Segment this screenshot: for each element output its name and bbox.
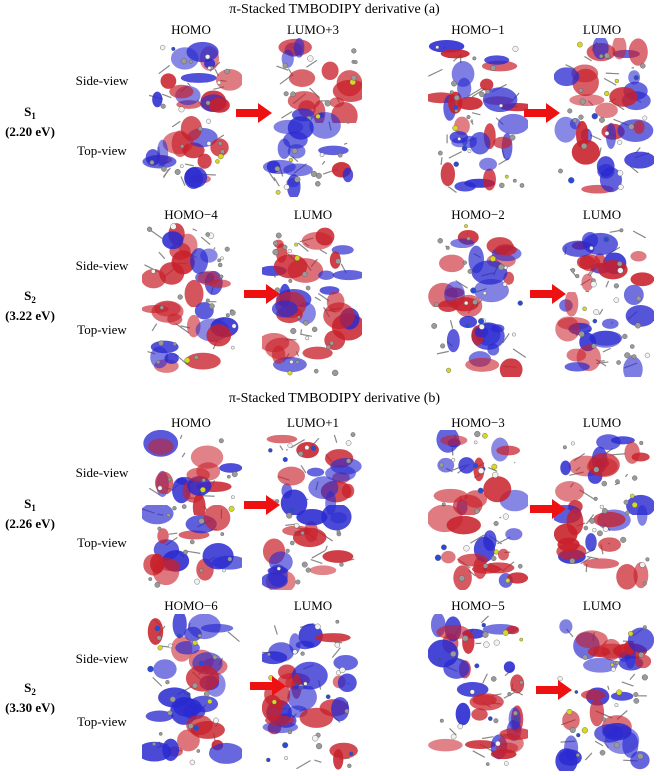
orbital-image — [262, 686, 362, 771]
transition-arrow-icon — [250, 676, 286, 696]
orbital-label-a-s2-3: HOMO−2 — [428, 207, 528, 223]
orbital-image — [428, 505, 528, 590]
state-label-a-s2: S2 (3.22 eV) — [0, 288, 60, 324]
orbital-image — [428, 38, 528, 123]
orbital-image — [554, 430, 654, 515]
orbital-image — [554, 505, 654, 590]
orbital-label-b-s1-1: HOMO — [141, 415, 241, 431]
side-view-label: Side-view — [57, 258, 147, 274]
transition-arrow-icon — [524, 103, 560, 123]
panel-a-title: π-Stacked TMBODIPY derivative (a) — [0, 2, 669, 18]
orbital-label-b-s1-2: LUMO+1 — [263, 415, 363, 431]
orbital-image — [428, 430, 528, 515]
transition-arrow-icon — [236, 103, 272, 123]
orbital-image — [428, 686, 528, 771]
transition-arrow-icon — [536, 680, 572, 700]
orbital-label-b-s2-3: HOMO−5 — [428, 598, 528, 614]
state-label-b-s2: S2 (3.30 eV) — [0, 680, 60, 716]
transition-arrow-icon — [244, 495, 280, 515]
orbital-image — [262, 112, 362, 197]
orbital-image — [428, 112, 528, 197]
orbital-label-a-s1-1: HOMO — [141, 22, 241, 38]
orbital-label-a-s1-4: LUMO — [552, 22, 652, 38]
orbital-label-b-s2-4: LUMO — [552, 598, 652, 614]
side-view-label: Side-view — [57, 651, 147, 667]
orbital-label-a-s1-3: HOMO−1 — [428, 22, 528, 38]
orbital-label-a-s2-1: HOMO−4 — [141, 207, 241, 223]
state-label-b-s1: S1 (2.26 eV) — [0, 496, 60, 532]
orbital-image — [554, 292, 654, 377]
orbital-image — [262, 292, 362, 377]
orbital-image — [554, 38, 654, 123]
transition-arrow-icon — [244, 284, 280, 304]
orbital-label-b-s1-4: LUMO — [552, 415, 652, 431]
orbital-image — [142, 38, 242, 123]
orbital-label-a-s1-2: LUMO+3 — [263, 22, 363, 38]
orbital-image — [428, 292, 528, 377]
orbital-image — [142, 505, 242, 590]
orbital-image — [142, 112, 242, 197]
top-view-label: Top-view — [57, 143, 147, 159]
orbital-label-b-s1-3: HOMO−3 — [428, 415, 528, 431]
orbital-label-a-s2-4: LUMO — [552, 207, 652, 223]
panel-b-title: π-Stacked TMBODIPY derivative (b) — [0, 391, 669, 407]
state-label-a-s1: S1 (2.20 eV) — [0, 104, 60, 140]
side-view-label: Side-view — [57, 73, 147, 89]
orbital-label-b-s2-1: HOMO−6 — [141, 598, 241, 614]
orbital-image — [262, 38, 362, 123]
transition-arrow-icon — [530, 499, 566, 519]
side-view-label: Side-view — [57, 465, 147, 481]
orbital-image — [142, 686, 242, 771]
orbital-image — [142, 430, 242, 515]
transition-arrow-icon — [530, 284, 566, 304]
top-view-label: Top-view — [57, 322, 147, 338]
top-view-label: Top-view — [57, 535, 147, 551]
orbital-label-a-s2-2: LUMO — [263, 207, 363, 223]
orbital-label-b-s2-2: LUMO — [263, 598, 363, 614]
orbital-image — [554, 112, 654, 197]
orbital-image — [142, 292, 242, 377]
orbital-image — [262, 505, 362, 590]
top-view-label: Top-view — [57, 714, 147, 730]
